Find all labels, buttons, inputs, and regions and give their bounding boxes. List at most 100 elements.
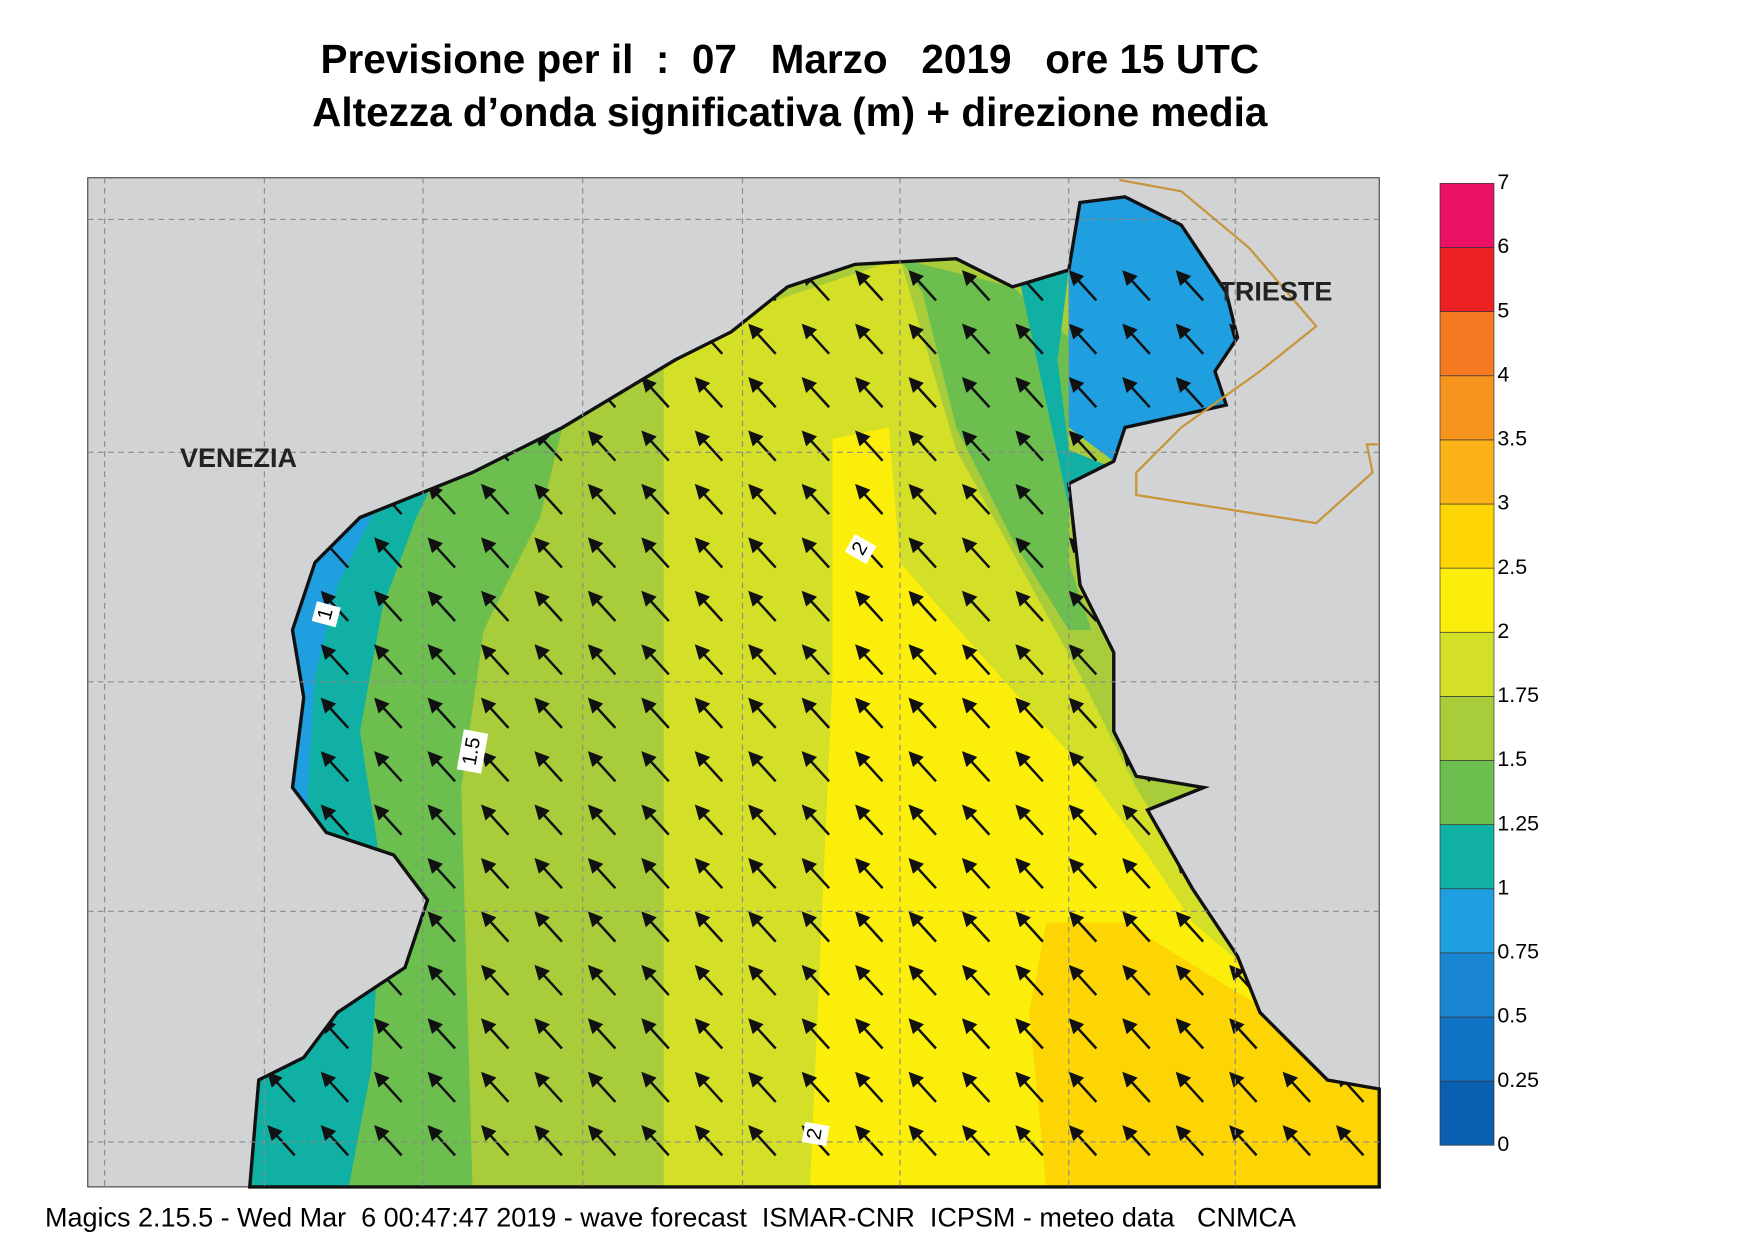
colorbar-swatch xyxy=(1439,760,1495,825)
arrow xyxy=(748,1071,777,1103)
arrow xyxy=(961,697,991,729)
arrow xyxy=(427,911,456,943)
arrow xyxy=(694,483,724,515)
arrow xyxy=(694,964,724,996)
arrow xyxy=(801,323,831,355)
arrow xyxy=(801,697,831,729)
arrow xyxy=(1175,270,1205,302)
arrow xyxy=(641,377,670,409)
contour-label: 1 xyxy=(314,606,338,623)
arrow xyxy=(1282,1125,1311,1157)
arrow xyxy=(694,430,724,462)
arrow xyxy=(374,537,403,569)
arrow xyxy=(1068,270,1098,302)
arrow xyxy=(908,1018,937,1050)
arrow xyxy=(587,1018,617,1050)
arrow xyxy=(694,1018,724,1050)
arrow xyxy=(694,377,724,409)
arrow xyxy=(748,483,777,515)
colorbar-swatch xyxy=(1439,888,1495,954)
arrow xyxy=(641,483,670,515)
arrow xyxy=(1229,1018,1258,1050)
arrow xyxy=(1015,377,1044,409)
colorbar-swatch xyxy=(1439,824,1495,890)
colorbar-label: 1 xyxy=(1497,875,1509,899)
arrow xyxy=(481,1125,510,1157)
arrow xyxy=(748,1125,777,1157)
arrow xyxy=(427,751,456,783)
arrow xyxy=(1015,590,1044,622)
arrow xyxy=(587,644,617,676)
arrow xyxy=(1015,1071,1044,1103)
arrow xyxy=(1122,804,1151,836)
arrow xyxy=(1068,697,1098,729)
arrow xyxy=(1015,483,1044,515)
arrow xyxy=(855,430,884,462)
colorbar-swatch xyxy=(1439,247,1495,312)
arrow xyxy=(587,804,617,836)
colorbar-label: 0.75 xyxy=(1497,940,1539,964)
arrow xyxy=(481,697,510,729)
arrow xyxy=(908,590,937,622)
colorbar-swatch xyxy=(1439,952,1495,1018)
arrow xyxy=(748,697,777,729)
arrow xyxy=(961,911,991,943)
arrow xyxy=(641,964,670,996)
arrow xyxy=(374,1018,403,1050)
arrow xyxy=(587,1125,617,1157)
colorbar-swatch xyxy=(1439,375,1495,441)
arrow xyxy=(1122,270,1151,302)
footer: Magics 2.15.5 - Wed Mar 6 00:47:47 2019 … xyxy=(45,1202,1296,1232)
arrow xyxy=(587,964,617,996)
arrow xyxy=(1015,1018,1044,1050)
arrow xyxy=(641,1018,670,1050)
arrow xyxy=(801,644,831,676)
colorbar-label: 1.5 xyxy=(1497,747,1527,771)
arrow xyxy=(855,697,884,729)
arrow xyxy=(1122,377,1151,409)
arrow xyxy=(481,590,510,622)
arrow xyxy=(1015,911,1044,943)
arrow xyxy=(748,964,777,996)
arrow xyxy=(534,804,563,836)
arrow xyxy=(694,697,724,729)
arrow xyxy=(748,377,777,409)
arrow xyxy=(1068,323,1098,355)
arrow xyxy=(1175,964,1205,996)
arrow xyxy=(427,1125,456,1157)
arrow xyxy=(855,483,884,515)
arrow xyxy=(481,483,510,515)
arrow xyxy=(641,430,670,462)
border xyxy=(1119,178,1380,525)
arrow xyxy=(587,911,617,943)
arrow xyxy=(961,1125,991,1157)
arrow xyxy=(1068,377,1098,409)
arrow xyxy=(587,483,617,515)
colorbar-swatch xyxy=(1439,696,1495,761)
arrow xyxy=(481,1018,510,1050)
arrow xyxy=(534,644,563,676)
arrow xyxy=(855,644,884,676)
arrow xyxy=(748,1018,777,1050)
arrow xyxy=(855,323,884,355)
arrow xyxy=(1068,590,1098,622)
band xyxy=(1012,247,1125,507)
arrow xyxy=(374,1071,403,1103)
arrow xyxy=(641,857,670,890)
arrow xyxy=(1175,1071,1205,1103)
colorbar-swatch xyxy=(1439,1080,1495,1146)
arrow xyxy=(855,857,884,890)
arrow xyxy=(855,751,884,783)
arrow xyxy=(961,270,991,302)
arrow xyxy=(1229,1125,1258,1157)
arrow xyxy=(374,644,403,676)
arrow xyxy=(427,804,456,836)
colorbar-label: 2.5 xyxy=(1497,555,1527,579)
arrow xyxy=(748,804,777,836)
colorbar: 0 0.25 0.5 0.75 1 1.25 1.5 1.75 2 2.5 3 3.5 4 5 6 7 xyxy=(1439,170,1539,1156)
band xyxy=(1029,922,1380,1187)
arrow xyxy=(1122,857,1151,890)
arrow xyxy=(1068,911,1098,943)
arrow xyxy=(1015,804,1044,836)
arrow xyxy=(1175,323,1205,355)
